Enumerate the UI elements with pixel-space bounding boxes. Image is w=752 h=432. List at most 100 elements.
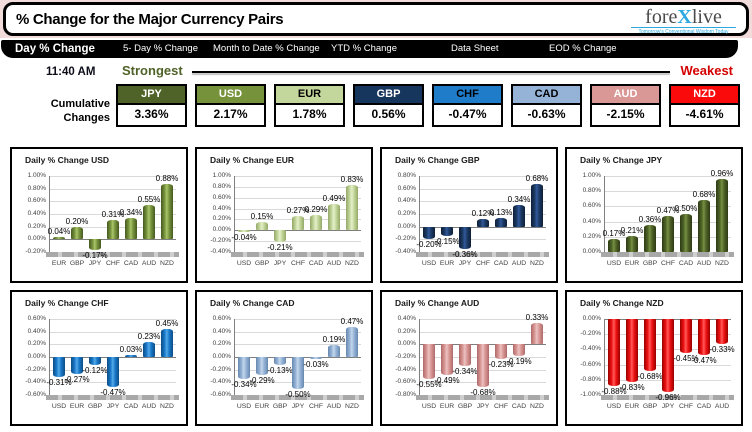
data-label: -0.50% — [285, 389, 311, 399]
chart-title: Daily % Change EUR — [210, 155, 295, 165]
tab-month-to-date-change[interactable]: Month to Date % Change — [213, 43, 320, 54]
tab-5-day-change[interactable]: 5- Day % Change — [123, 43, 198, 54]
bar-jpy — [107, 357, 119, 387]
x-axis-label: NZD — [345, 403, 359, 410]
y-axis-tick-label: 0.00% — [397, 340, 416, 348]
data-label: -0.36% — [452, 250, 478, 260]
data-label: -0.33% — [709, 345, 735, 355]
x-axis-label: GBP — [642, 260, 658, 267]
chart-chf: Daily % Change CHF 0.60% 0.40% 0.20% 0.00% -0… — [10, 290, 188, 426]
tab-eod-change[interactable]: EOD % Change — [549, 43, 617, 54]
y-axis-tick-label: 0.40% — [27, 210, 46, 217]
gridline — [420, 331, 546, 333]
currency-code-gbp: GBP — [353, 84, 424, 105]
y-axis-tick-label: -0.60% — [25, 391, 46, 398]
data-label: 0.34% — [507, 195, 531, 205]
bar-nzd — [531, 183, 543, 227]
y-axis-tick-label: 0.20% — [212, 340, 231, 348]
gridline — [420, 201, 546, 203]
x-axis-label: CAD — [308, 260, 324, 267]
data-label: -0.03% — [303, 359, 329, 369]
y-axis-tick-label: -0.40% — [25, 378, 46, 386]
bar-eur — [441, 226, 453, 237]
data-label: -0.17% — [82, 251, 108, 261]
x-axis-label: JPY — [88, 260, 102, 267]
x-axis-label: USD — [421, 260, 437, 267]
logo-fore: fore — [645, 6, 678, 28]
data-label: -0.45% — [673, 354, 699, 364]
zero-gridline — [420, 226, 546, 228]
x-axis-label: CHF — [309, 403, 323, 410]
bar-chf — [310, 357, 322, 359]
bar-usd — [608, 319, 620, 386]
data-label: 0.47% — [340, 317, 364, 327]
y-axis-tick-label: 0.60% — [27, 197, 46, 205]
x-axis-label: GBP — [642, 403, 658, 410]
bar-chf — [292, 215, 304, 231]
data-label: -0.88% — [601, 386, 627, 396]
currency-value-aud: -2.15% — [590, 105, 661, 127]
bar-gbp — [274, 357, 286, 366]
y-axis-line — [49, 319, 50, 400]
tab-day-change[interactable]: Day % Change — [15, 43, 95, 55]
currency-code-eur: EUR — [274, 84, 345, 105]
y-axis-tick-label: -0.40% — [210, 378, 231, 386]
chart-title: Daily % Change GBP — [395, 155, 480, 165]
y-axis-tick-label: -1.00% — [580, 391, 601, 398]
data-label: 0.68% — [525, 173, 549, 183]
y-axis-tick-label: 0.00% — [27, 353, 46, 360]
chart-floor — [231, 252, 364, 257]
x-axis-label: GBP — [254, 260, 270, 267]
x-axis-label: NZD — [530, 260, 544, 267]
y-axis-tick-label: 0.40% — [397, 315, 416, 322]
bar-usd — [423, 344, 435, 380]
chart-nzd: Daily % Change NZD 0.00% -0.20% -0.40% -0.60… — [565, 290, 743, 426]
gridline — [605, 176, 731, 177]
page-title: % Change for the Major Currency Pairs — [16, 11, 284, 28]
bar-aud — [143, 204, 155, 240]
y-axis-tick-label: -0.40% — [580, 345, 601, 353]
y-axis-tick-label: 0.20% — [397, 327, 416, 335]
tab-ytd-change[interactable]: YTD % Change — [331, 43, 398, 54]
data-label: -0.68% — [637, 371, 663, 381]
data-label: -0.12% — [82, 365, 108, 375]
bar-chf — [680, 319, 692, 354]
x-axis-label: AUD — [141, 403, 157, 410]
bar-usd — [53, 357, 65, 377]
data-label: -0.20% — [416, 240, 442, 250]
bar-gbp — [89, 357, 101, 365]
x-axis-label: USD — [51, 403, 67, 410]
x-axis-label: JPY — [273, 260, 287, 267]
currency-code-aud: AUD — [590, 84, 661, 105]
chart-title: Daily % Change JPY — [580, 155, 663, 165]
y-axis-tick-label: 0.60% — [397, 184, 416, 192]
data-label: 0.29% — [304, 204, 328, 214]
gridline — [235, 344, 361, 346]
gridline — [50, 344, 176, 346]
currency-value-nzd: -4.61% — [669, 105, 740, 127]
bar-usd — [238, 357, 250, 379]
y-axis-tick-label: 1.00% — [582, 172, 601, 179]
data-label: 0.68% — [692, 190, 716, 200]
data-label: 0.03% — [119, 345, 143, 355]
gridline — [420, 214, 546, 215]
forexlive-logo: foreXlive Tomorrow's Conventional Wisdom… — [631, 7, 736, 35]
bar-gbp — [459, 344, 471, 366]
tab-data-sheet[interactable]: Data Sheet — [451, 43, 499, 54]
x-axis-label: USD — [606, 260, 622, 267]
x-axis-label: USD — [421, 403, 437, 410]
data-label: -0.04% — [231, 233, 257, 243]
chart-floor — [601, 252, 734, 257]
gridline — [235, 176, 361, 177]
data-label: 0.15% — [250, 212, 274, 222]
x-axis-label: JPY — [291, 403, 305, 410]
chart-eur: Daily % Change EUR 1.00% 0.80% 0.60% 0.40% 0.… — [195, 147, 373, 283]
logo-x-icon: X — [677, 6, 692, 28]
chart-floor — [231, 395, 364, 400]
chart-cad: Daily % Change CAD 0.60% 0.40% 0.20% 0.00% -0… — [195, 290, 373, 426]
data-label: 0.47% — [656, 206, 680, 216]
currency-col-gbp: GBP 0.56% — [353, 84, 424, 127]
gridline — [235, 241, 361, 243]
x-axis-label: GBP — [272, 403, 288, 410]
x-axis-label: CHF — [476, 260, 490, 267]
